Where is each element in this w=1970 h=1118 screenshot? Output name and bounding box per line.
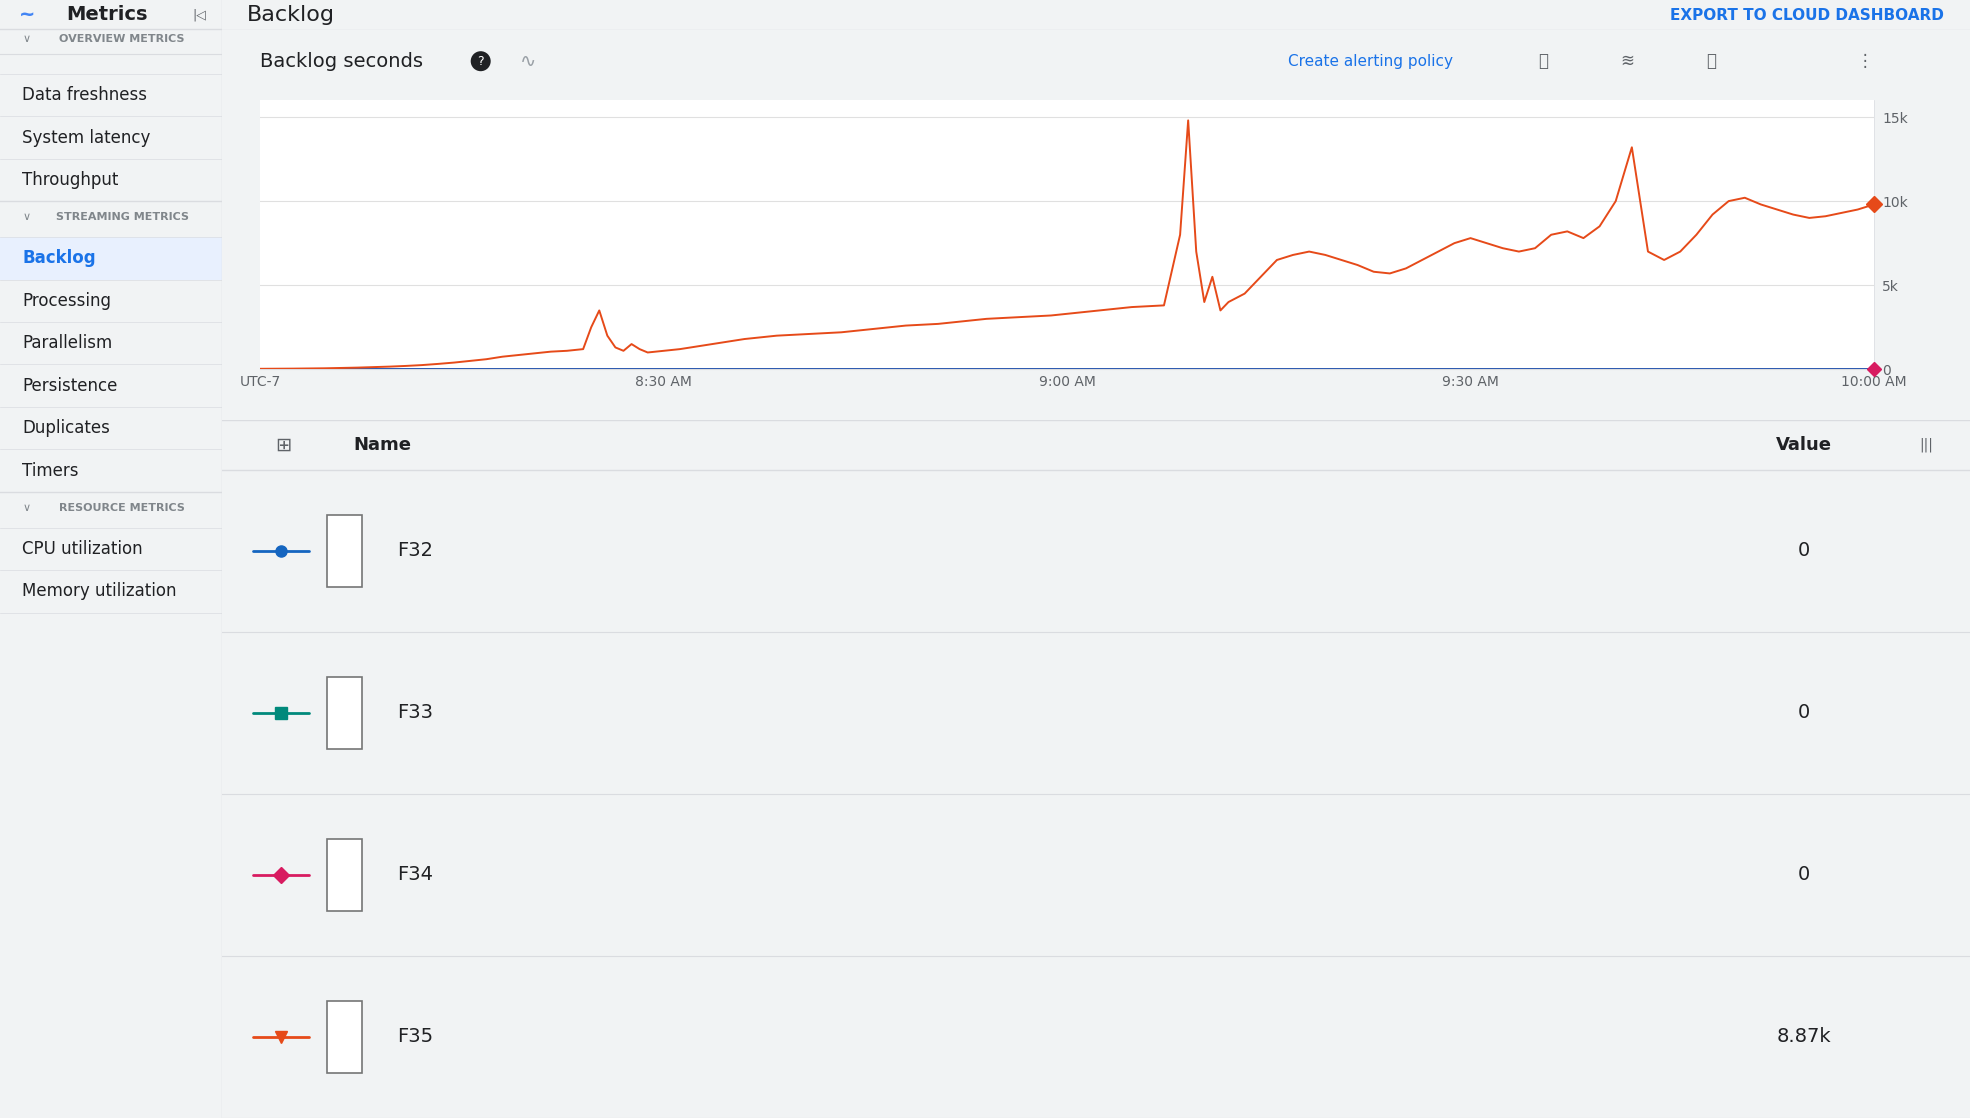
Text: Throughput: Throughput xyxy=(22,171,118,189)
Bar xyxy=(327,838,362,911)
Text: Value: Value xyxy=(1775,436,1832,454)
Bar xyxy=(327,514,362,587)
Text: EXPORT TO CLOUD DASHBOARD: EXPORT TO CLOUD DASHBOARD xyxy=(1671,8,1944,22)
Text: F35: F35 xyxy=(396,1027,433,1046)
Text: 🔍: 🔍 xyxy=(1539,53,1548,70)
Text: OVERVIEW METRICS: OVERVIEW METRICS xyxy=(59,35,185,44)
Text: ?: ? xyxy=(477,55,485,68)
Text: |||: ||| xyxy=(1919,438,1933,453)
Text: Duplicates: Duplicates xyxy=(22,419,110,437)
Text: ⛶: ⛶ xyxy=(1706,53,1716,70)
Text: STREAMING METRICS: STREAMING METRICS xyxy=(55,212,189,221)
Text: Backlog seconds: Backlog seconds xyxy=(260,51,424,70)
Text: Persistence: Persistence xyxy=(22,377,118,395)
Text: F33: F33 xyxy=(396,703,433,722)
Text: Backlog: Backlog xyxy=(246,4,335,25)
Bar xyxy=(0,237,223,280)
Text: F34: F34 xyxy=(396,865,433,884)
Bar xyxy=(327,676,362,749)
Text: CPU utilization: CPU utilization xyxy=(22,540,142,558)
Text: ⋮: ⋮ xyxy=(1858,53,1873,70)
Text: Backlog: Backlog xyxy=(22,249,97,267)
Text: RESOURCE METRICS: RESOURCE METRICS xyxy=(59,503,185,512)
Text: Metrics: Metrics xyxy=(65,6,148,23)
Bar xyxy=(327,1001,362,1073)
Text: Create alerting policy: Create alerting policy xyxy=(1288,54,1454,68)
Text: ~: ~ xyxy=(18,6,35,23)
Text: Data freshness: Data freshness xyxy=(22,86,148,104)
Text: System latency: System latency xyxy=(22,129,150,146)
Text: 0: 0 xyxy=(1799,703,1810,722)
Text: 0: 0 xyxy=(1799,541,1810,560)
Text: 0: 0 xyxy=(1799,865,1810,884)
Text: Parallelism: Parallelism xyxy=(22,334,112,352)
Text: ≋: ≋ xyxy=(1621,53,1635,70)
Text: |◁: |◁ xyxy=(193,8,207,21)
Text: Memory utilization: Memory utilization xyxy=(22,582,177,600)
Text: ∨: ∨ xyxy=(22,35,30,44)
Text: ∨: ∨ xyxy=(22,212,30,221)
Text: F32: F32 xyxy=(396,541,433,560)
Text: ∿: ∿ xyxy=(520,51,536,70)
Text: ∨: ∨ xyxy=(22,503,30,512)
Text: Timers: Timers xyxy=(22,462,79,480)
Text: ⊞: ⊞ xyxy=(276,436,292,455)
Text: 8.87k: 8.87k xyxy=(1777,1027,1832,1046)
Text: Processing: Processing xyxy=(22,292,110,310)
Text: Name: Name xyxy=(353,436,412,454)
